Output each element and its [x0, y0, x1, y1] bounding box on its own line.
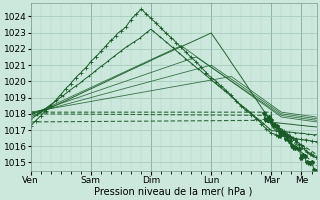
X-axis label: Pression niveau de la mer( hPa ): Pression niveau de la mer( hPa ): [94, 187, 253, 197]
